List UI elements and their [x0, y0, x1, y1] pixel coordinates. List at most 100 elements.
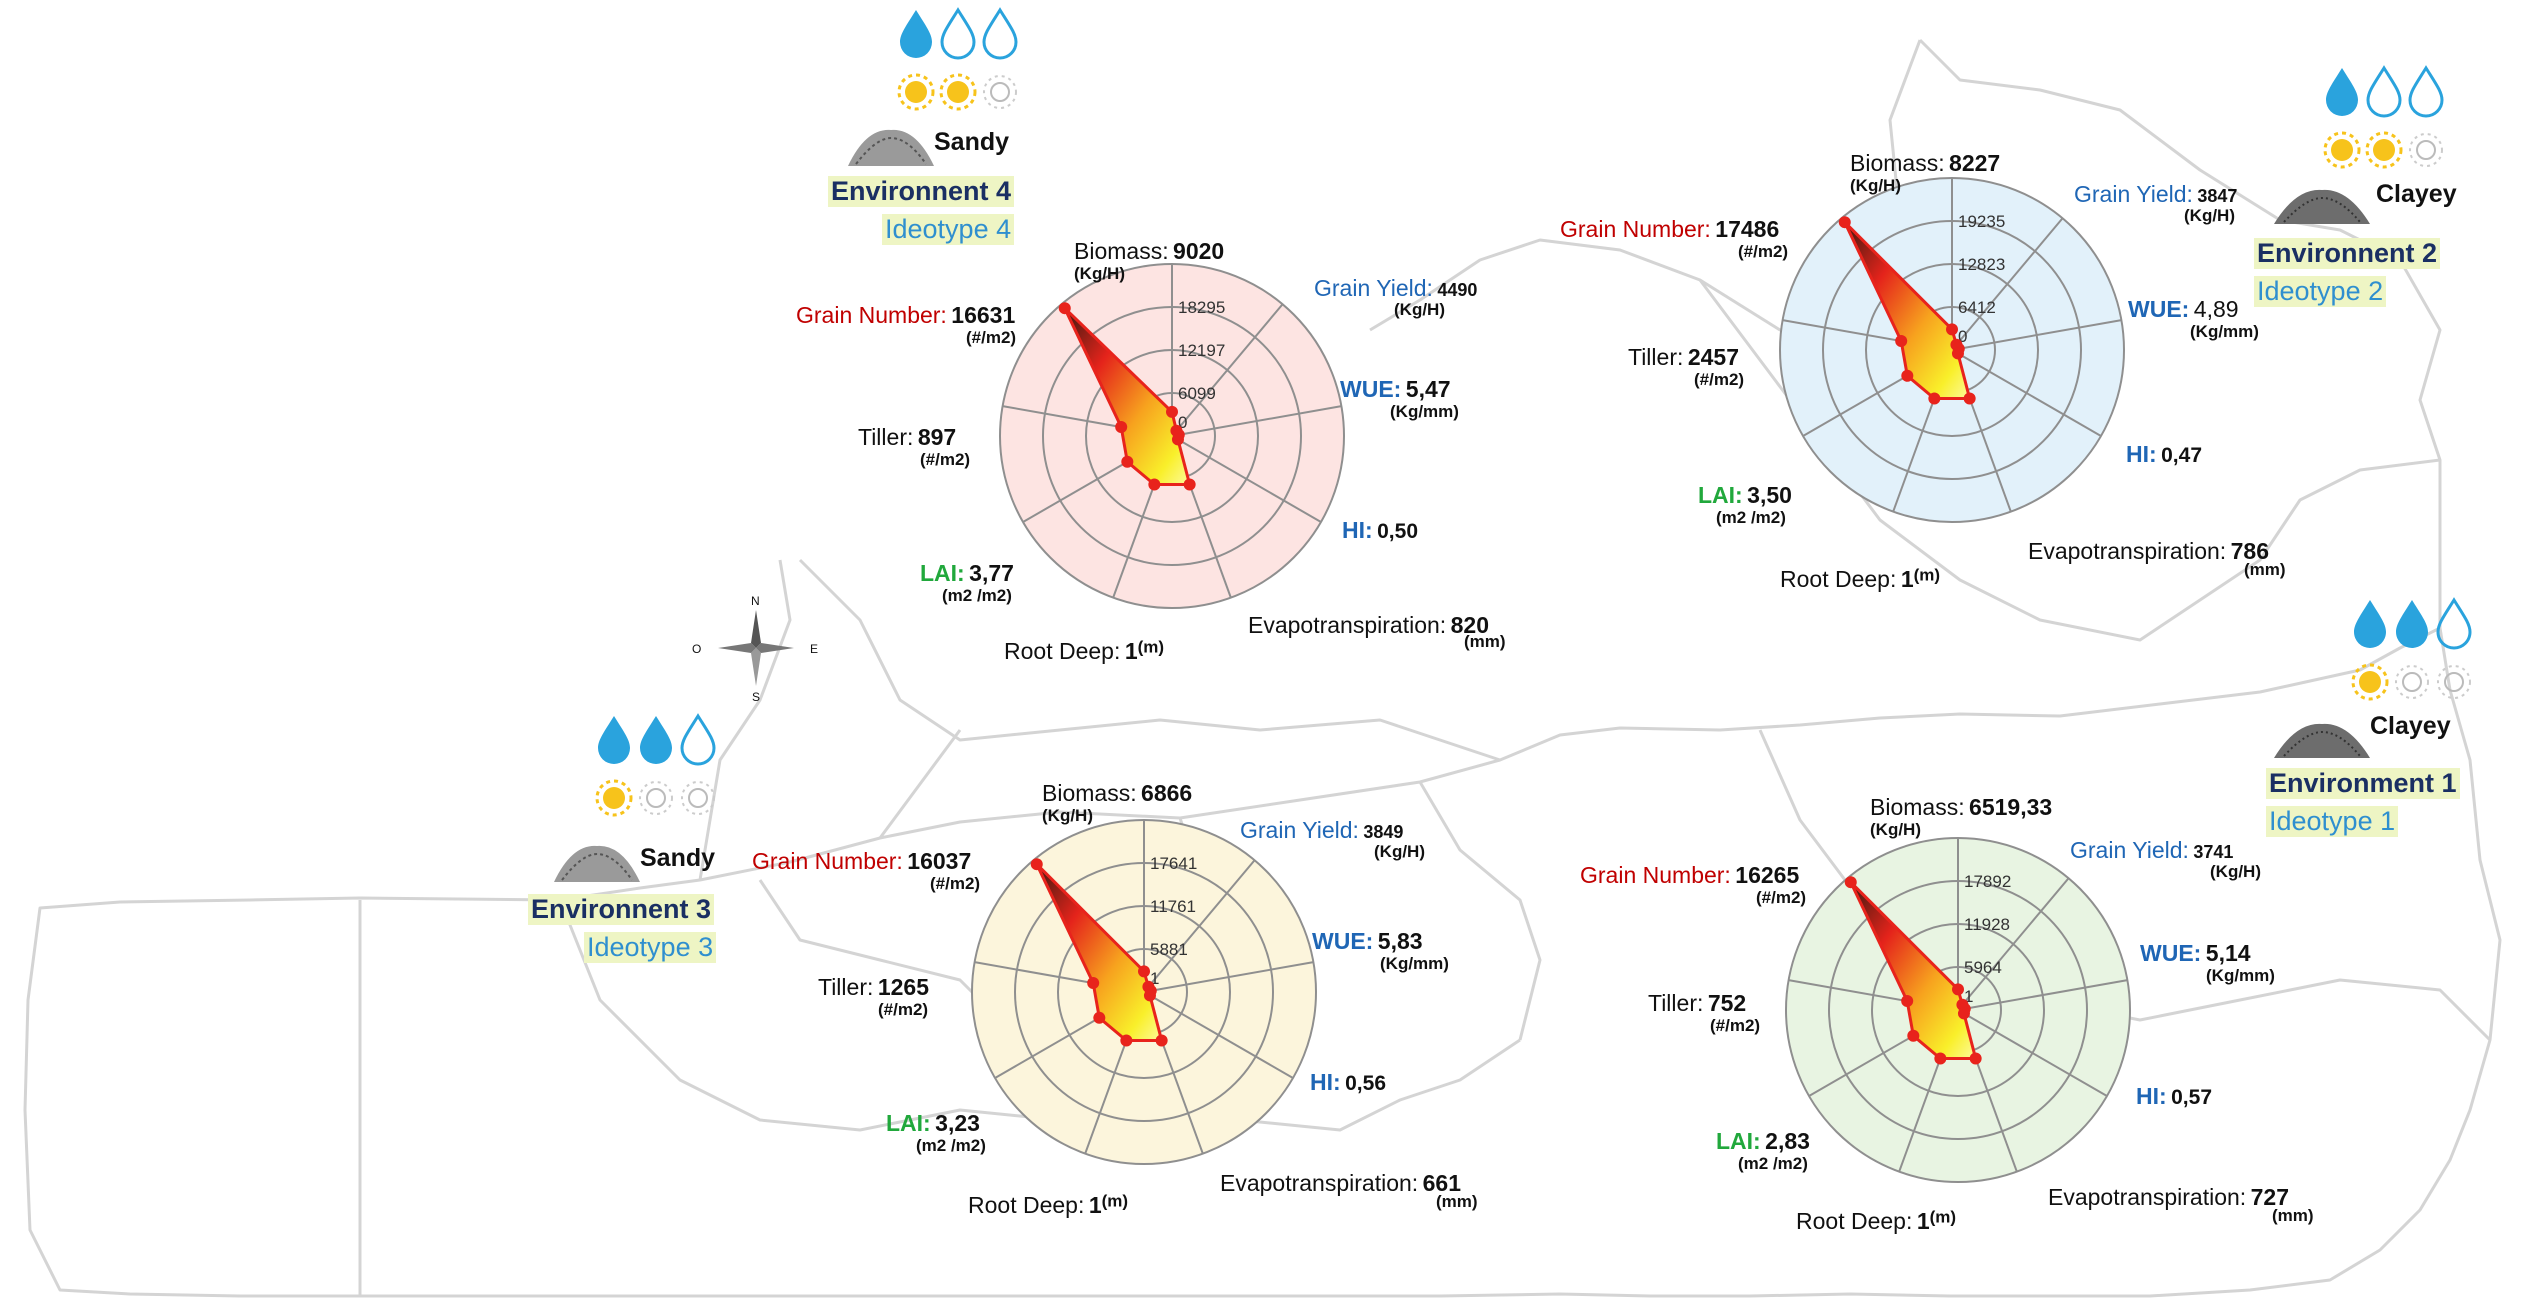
tiller-value: 897: [917, 424, 957, 450]
hi-value: 0,56: [1345, 1072, 1386, 1095]
grain-yield-label: Grain Yield:: [1314, 275, 1433, 301]
et-value: 661: [1422, 1170, 1462, 1196]
grain-number-label: Grain Number:: [796, 302, 947, 328]
env3-soil-label: Sandy: [640, 844, 716, 872]
wue-value: 5,14: [2205, 940, 2251, 966]
radar-ring-label: 11928: [1964, 915, 2010, 934]
radar-point: [1951, 347, 1964, 360]
radar-spoke: [1171, 435, 1322, 523]
wue-value: 4,89: [2193, 296, 2239, 322]
biomass-unit: (Kg/H): [1870, 820, 1921, 839]
wue-unit: (Kg/mm): [1380, 954, 1449, 973]
radar-ring-label: 1: [1964, 987, 1973, 1006]
hi-label: HI:: [1342, 517, 1373, 543]
grain-yield-label: Grain Yield:: [1240, 817, 1359, 843]
env4-biomass: Biomass: 9020 (Kg/H): [1074, 238, 1224, 283]
root-unit: (m): [1101, 1191, 1129, 1211]
env1-icons: [2350, 596, 2474, 713]
map-border-inner-3: [1418, 781, 1542, 1041]
grain-number-value: 16265: [1735, 862, 1800, 888]
map-border-outer: [23, 626, 2502, 1298]
radar-point: [1907, 1029, 1920, 1042]
sun-icon: [897, 73, 935, 111]
radar-point: [1838, 216, 1851, 229]
env1-soil-label: Clayey: [2370, 712, 2451, 740]
sun-icon: [2323, 131, 2361, 169]
radar-chart-env3: 1 5881 11761 17641: [971, 819, 1317, 1165]
grain-yield-unit: (Kg/H): [2210, 862, 2261, 881]
env3-wue: WUE: 5,83 (Kg/mm): [1312, 928, 1449, 973]
water-drop-icon: [2396, 600, 2428, 648]
grain-yield-value: 3741: [2193, 842, 2234, 862]
grain-number-value: 17486: [1715, 216, 1780, 242]
radar-point: [1934, 1052, 1947, 1065]
grain-number-unit: (#/m2): [1738, 242, 1789, 261]
grain-yield-label: Grain Yield:: [2070, 837, 2189, 863]
tiller-label: Tiller:: [1648, 990, 1704, 1016]
biomass-value: 6866: [1141, 780, 1193, 806]
radar-spoke: [1957, 877, 2070, 1011]
grain-number-label: Grain Number:: [1560, 216, 1711, 242]
compass-rose-icon: [718, 610, 794, 686]
sun-icon: [639, 781, 673, 815]
tiller-label: Tiller:: [858, 424, 914, 450]
et-value: 786: [2230, 538, 2270, 564]
tiller-unit: (#/m2): [1710, 1016, 1761, 1035]
radar-point: [1121, 455, 1134, 468]
radar-ring-label: 1: [1150, 969, 1159, 988]
hi-label: HI:: [2126, 441, 2157, 467]
hi-label: HI:: [2136, 1083, 2167, 1109]
biomass-value: 9020: [1173, 238, 1225, 264]
grain-number-unit: (#/m2): [966, 328, 1017, 347]
compass-north: N: [751, 594, 760, 608]
env3-tiller: Tiller: 1265 (#/m2): [818, 974, 929, 1019]
map-border-inner-8: [1918, 38, 2442, 628]
env4-tiller: Tiller: 897 (#/m2): [858, 424, 970, 469]
radar-ring-label: 12197: [1178, 341, 1225, 360]
radar-ring-label: 5881: [1150, 940, 1188, 959]
sun-icon: [2409, 133, 2443, 167]
et-value: 727: [2250, 1184, 2290, 1210]
radar-point: [1148, 478, 1161, 491]
compass-west: O: [692, 642, 702, 656]
sun-icon: [2351, 663, 2389, 701]
et-label: Evapotranspiration:: [2048, 1184, 2247, 1210]
root-label: Root Deep:: [1004, 638, 1121, 664]
grain-yield-value: 4490: [1437, 280, 1478, 300]
sun-icon: [681, 781, 715, 815]
et-label: Evapotranspiration:: [1220, 1170, 1419, 1196]
tiller-label: Tiller:: [818, 974, 874, 1000]
radar-point: [1030, 858, 1043, 871]
biomass-value: 8227: [1949, 150, 2001, 176]
compass-east: E: [810, 642, 819, 656]
tiller-value: 2457: [1687, 344, 1739, 370]
water-drop-icon: [982, 7, 1018, 60]
biomass-label: Biomass:: [1870, 794, 1965, 820]
env4-grain-yield: Grain Yield: 4490 (Kg/H): [1314, 276, 1477, 319]
radar-ring-label: 6412: [1958, 298, 1996, 317]
root-unit: (m): [1929, 1207, 1957, 1227]
lai-label: LAI:: [1698, 482, 1743, 508]
env1-soil-icon: [2272, 720, 2372, 765]
et-unit: (mm): [2244, 560, 2286, 579]
env4-ideotype-name: Ideotype 4: [882, 214, 1015, 245]
radar-point: [1901, 369, 1914, 382]
env1-tiller: Tiller: 752 (#/m2): [1648, 990, 1760, 1035]
grain-yield-label: Grain Yield:: [2074, 181, 2193, 207]
radar-spoke: [1957, 1009, 2108, 1097]
water-drop-icon: [2366, 65, 2402, 118]
wue-label: WUE:: [2140, 940, 2202, 966]
grain-yield-unit: (Kg/H): [1394, 300, 1445, 319]
wue-label: WUE:: [2128, 296, 2190, 322]
et-unit: (mm): [1436, 1192, 1478, 1211]
radar-point: [1115, 421, 1128, 434]
biomass-label: Biomass:: [1042, 780, 1137, 806]
biomass-label: Biomass:: [1074, 238, 1169, 264]
radar-point: [1120, 1034, 1133, 1047]
env1-ideotype-name: Ideotype 1: [2266, 806, 2399, 837]
radar-point: [1058, 302, 1071, 315]
grain-number-value: 16631: [951, 302, 1016, 328]
tiller-unit: (#/m2): [1694, 370, 1745, 389]
env2-environment-name: Environnent 2: [2254, 238, 2441, 269]
sun-icon: [595, 779, 633, 817]
